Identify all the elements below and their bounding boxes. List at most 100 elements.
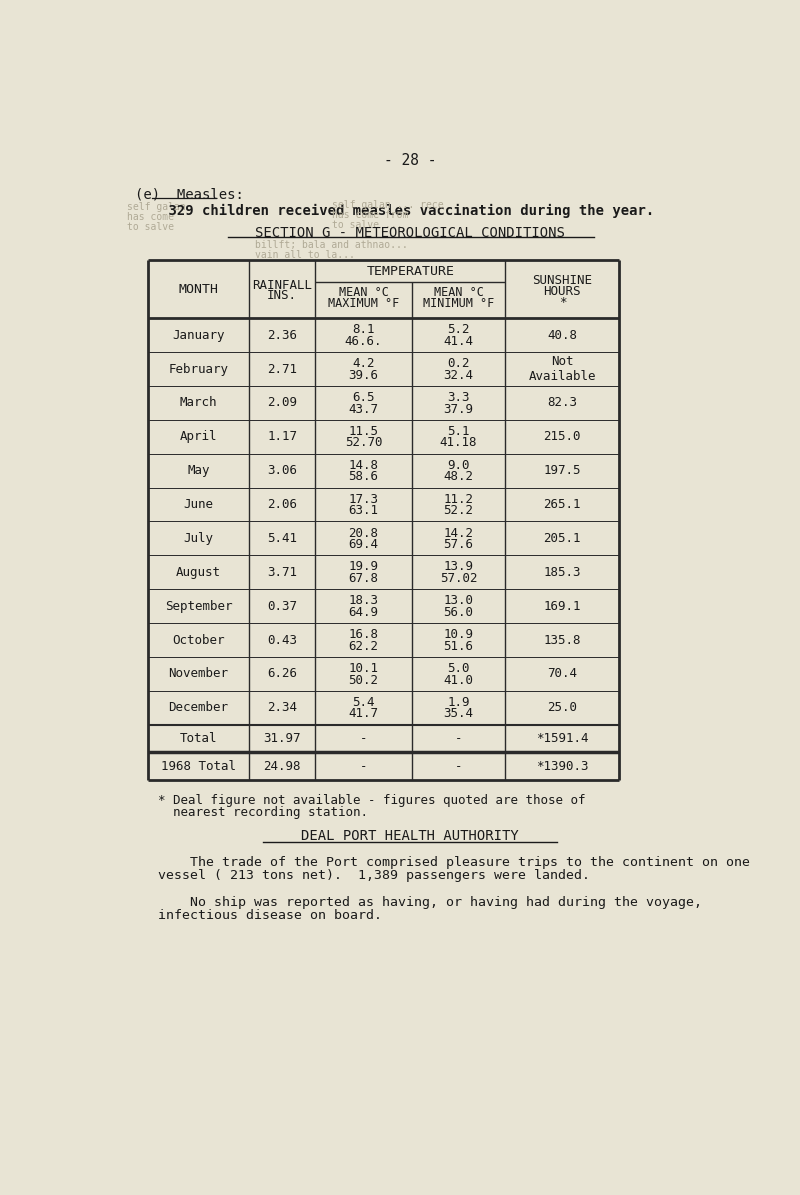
Text: 52.70: 52.70 — [345, 436, 382, 449]
Text: 10.9: 10.9 — [443, 629, 474, 642]
Text: 1968 Total: 1968 Total — [161, 760, 236, 773]
Text: infectious disease on board.: infectious disease on board. — [158, 908, 382, 921]
Text: self galan: self galan — [127, 202, 186, 212]
Text: 2.36: 2.36 — [267, 329, 297, 342]
Text: MEAN °C: MEAN °C — [434, 286, 483, 299]
Text: 329 children received measles vaccination during the year.: 329 children received measles vaccinatio… — [135, 204, 654, 219]
Text: 41.7: 41.7 — [349, 707, 378, 721]
Text: 9.0: 9.0 — [447, 459, 470, 472]
Text: August: August — [176, 565, 221, 578]
Text: 13.0: 13.0 — [443, 594, 474, 607]
Text: 31.97: 31.97 — [263, 733, 301, 746]
Text: 5.2: 5.2 — [447, 323, 470, 336]
Text: 2.34: 2.34 — [267, 701, 297, 715]
Text: SECTION G - METEOROLOGICAL CONDITIONS: SECTION G - METEOROLOGICAL CONDITIONS — [255, 227, 565, 240]
Text: -: - — [360, 760, 367, 773]
Text: April: April — [180, 430, 217, 443]
Text: 205.1: 205.1 — [543, 532, 581, 545]
Text: - 28 -: - 28 - — [384, 153, 436, 167]
Text: 11.5: 11.5 — [349, 425, 378, 437]
Text: 8.1: 8.1 — [352, 323, 374, 336]
Text: DEAL PORT HEALTH AUTHORITY: DEAL PORT HEALTH AUTHORITY — [301, 829, 519, 844]
Text: 3.06: 3.06 — [267, 464, 297, 477]
Text: 41.0: 41.0 — [443, 674, 474, 687]
Text: 67.8: 67.8 — [349, 572, 378, 584]
Text: September: September — [165, 600, 232, 613]
Text: -: - — [454, 760, 462, 773]
Text: March: March — [180, 397, 217, 410]
Text: 185.3: 185.3 — [543, 565, 581, 578]
Text: November: November — [169, 668, 229, 680]
Text: 13.9: 13.9 — [443, 560, 474, 574]
Text: 0.37: 0.37 — [267, 600, 297, 613]
Text: MONTH: MONTH — [178, 283, 218, 296]
Text: 3.3: 3.3 — [447, 391, 470, 404]
Text: 14.8: 14.8 — [349, 459, 378, 472]
Text: 11.2: 11.2 — [443, 492, 474, 505]
Text: 39.6: 39.6 — [349, 369, 378, 381]
Text: 5.41: 5.41 — [267, 532, 297, 545]
Text: 17.3: 17.3 — [349, 492, 378, 505]
Text: 70.4: 70.4 — [547, 668, 578, 680]
Text: 82.3: 82.3 — [547, 397, 578, 410]
Text: vessel ( 213 tons net).  1,389 passengers were landed.: vessel ( 213 tons net). 1,389 passengers… — [158, 869, 590, 882]
Text: to salve ...: to salve ... — [333, 220, 403, 229]
Text: to salve: to salve — [127, 221, 174, 232]
Text: 62.2: 62.2 — [349, 639, 378, 652]
Text: 52.2: 52.2 — [443, 504, 474, 517]
Text: -: - — [454, 733, 462, 746]
Text: nearest recording station.: nearest recording station. — [158, 807, 368, 820]
Text: 64.9: 64.9 — [349, 606, 378, 619]
Text: 46.6.: 46.6. — [345, 335, 382, 348]
Text: October: October — [172, 633, 225, 646]
Text: 5.0: 5.0 — [447, 662, 470, 675]
Text: vain all to la...: vain all to la... — [255, 250, 355, 261]
Text: 32.4: 32.4 — [443, 369, 474, 381]
Text: 18.3: 18.3 — [349, 594, 378, 607]
Text: billft; bala and athnao...: billft; bala and athnao... — [255, 240, 408, 250]
Text: 2.06: 2.06 — [267, 498, 297, 511]
Text: Total: Total — [180, 733, 217, 746]
Text: RAINFALL: RAINFALL — [252, 278, 312, 292]
Text: 265.1: 265.1 — [543, 498, 581, 511]
Text: MEAN °C: MEAN °C — [338, 286, 389, 299]
Text: 10.1: 10.1 — [349, 662, 378, 675]
Text: 3.71: 3.71 — [267, 565, 297, 578]
Text: 2.09: 2.09 — [267, 397, 297, 410]
Text: (e)  Measles:: (e) Measles: — [135, 188, 244, 202]
Text: 57.02: 57.02 — [440, 572, 477, 584]
Text: 51.6: 51.6 — [443, 639, 474, 652]
Text: MAXIMUM °F: MAXIMUM °F — [328, 298, 399, 310]
Text: 14.2: 14.2 — [443, 527, 474, 539]
Text: 43.7: 43.7 — [349, 403, 378, 416]
Text: 48.2: 48.2 — [443, 471, 474, 483]
Text: 25.0: 25.0 — [547, 701, 578, 715]
Text: self galan ... rece: self galan ... rece — [333, 200, 444, 210]
Text: * Deal figure not available - figures quoted are those of: * Deal figure not available - figures qu… — [158, 793, 586, 807]
Text: TEMPERATURE: TEMPERATURE — [366, 265, 454, 277]
Text: 41.4: 41.4 — [443, 335, 474, 348]
Text: 58.6: 58.6 — [349, 471, 378, 483]
Text: January: January — [172, 329, 225, 342]
Text: July: July — [183, 532, 214, 545]
Text: *: * — [558, 296, 566, 308]
Text: 135.8: 135.8 — [543, 633, 581, 646]
Text: 19.9: 19.9 — [349, 560, 378, 574]
Text: has come from: has come from — [333, 210, 409, 220]
Text: 35.4: 35.4 — [443, 707, 474, 721]
Text: 1.17: 1.17 — [267, 430, 297, 443]
Text: Not
Available: Not Available — [529, 355, 596, 384]
Text: SUNSHINE: SUNSHINE — [532, 275, 592, 287]
Text: 0.43: 0.43 — [267, 633, 297, 646]
Text: 24.98: 24.98 — [263, 760, 301, 773]
Text: 5.4: 5.4 — [352, 695, 374, 709]
Text: 63.1: 63.1 — [349, 504, 378, 517]
Text: February: February — [169, 362, 229, 375]
Text: No ship was reported as having, or having had during the voyage,: No ship was reported as having, or havin… — [158, 896, 702, 908]
Text: 16.8: 16.8 — [349, 629, 378, 642]
Text: 37.9: 37.9 — [443, 403, 474, 416]
Text: 1.9: 1.9 — [447, 695, 470, 709]
Text: has come: has come — [127, 212, 174, 221]
Text: 2.71: 2.71 — [267, 362, 297, 375]
Text: -: - — [360, 733, 367, 746]
